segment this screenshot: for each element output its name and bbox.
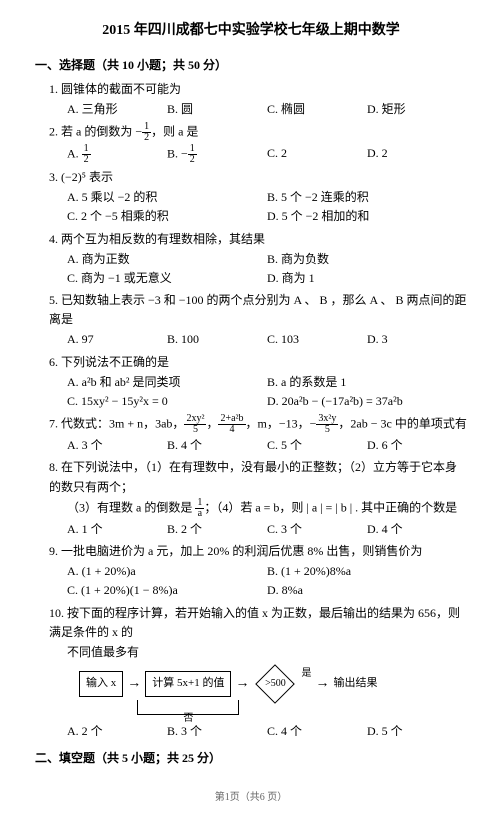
q2: 2. 若 a 的倒数为 −12，则 a 是 A. 12 B. −12 C. 2 … xyxy=(49,122,467,165)
q6-C: C. 15xy² − 15y²x = 0 xyxy=(67,392,267,411)
q8-C: C. 3 个 xyxy=(267,520,367,539)
q2-C: C. 2 xyxy=(267,144,367,165)
q2-B: B. −12 xyxy=(167,144,267,165)
flow-calc-box: 计算 5x+1 的值 xyxy=(145,671,231,697)
flow-output-label: 输出结果 xyxy=(333,675,377,693)
q10-D: D. 5 个 xyxy=(367,722,467,741)
q5-C: C. 103 xyxy=(267,330,367,349)
q10-C: C. 4 个 xyxy=(267,722,367,741)
q4: 4. 两个互为相反数的有理数相除，其结果 A. 商为正数 B. 商为负数 C. … xyxy=(49,230,467,289)
section1-header: 一、选择题（共 10 小题；共 50 分） xyxy=(35,56,467,75)
q4-B: B. 商为负数 xyxy=(267,250,467,269)
q5: 5. 已知数轴上表示 −3 和 −100 的两个点分别为 A 、 B ，那么 A… xyxy=(49,291,467,350)
section2-header: 二、填空题（共 5 小题；共 25 分） xyxy=(35,749,467,768)
q5-stem: 5. 已知数轴上表示 −3 和 −100 的两个点分别为 A 、 B ，那么 A… xyxy=(49,291,467,329)
q8-A: A. 1 个 xyxy=(67,520,167,539)
q9-B: B. (1 + 20%)8%a xyxy=(267,562,467,581)
q4-D: D. 商为 1 xyxy=(267,269,467,288)
q3-stem: 3. (−2)⁵ 表示 xyxy=(49,168,467,187)
q10-B: B. 3 个 xyxy=(167,722,267,741)
q3-D: D. 5 个 −2 相加的和 xyxy=(267,207,467,226)
q7-A: A. 3 个 xyxy=(67,436,167,455)
page-title: 2015 年四川成都七中实验学校七年级上期中数学 xyxy=(35,20,467,42)
q8-D: D. 4 个 xyxy=(367,520,467,539)
q10-stem: 10. 按下面的程序计算，若开始输入的值 x 为正数，最后输出的结果为 656，… xyxy=(49,604,467,642)
q1-D: D. 矩形 xyxy=(367,100,467,119)
q10: 10. 按下面的程序计算，若开始输入的值 x 为正数，最后输出的结果为 656，… xyxy=(49,604,467,742)
q9-stem: 9. 一批电脑进价为 a 元，加上 20% 的利润后优惠 8% 出售，则销售价为 xyxy=(49,542,467,561)
q8: 8. 在下列说法中，（1）在有理数中，没有最小的正整数；（2）立方等于它本身的数… xyxy=(49,458,467,539)
q9-D: D. 8%a xyxy=(267,581,467,600)
q3-A: A. 5 乘以 −2 的积 xyxy=(67,188,267,207)
flowchart: 输入 x → 计算 5x+1 的值 否 → >500 是 → 输出结果 xyxy=(79,668,467,700)
q7-D: D. 6 个 xyxy=(367,436,467,455)
q8-B: B. 2 个 xyxy=(167,520,267,539)
q2-A: A. 12 xyxy=(67,144,167,165)
flow-diamond: >500 xyxy=(253,668,297,700)
q2-stem: 2. 若 a 的倒数为 −12，则 a 是 xyxy=(49,122,467,143)
q5-B: B. 100 xyxy=(167,330,267,349)
q6-B: B. a 的系数是 1 xyxy=(267,373,467,392)
q8-stem: 8. 在下列说法中，（1）在有理数中，没有最小的正整数；（2）立方等于它本身的数… xyxy=(49,458,467,496)
q7-stem: 7. 代数式：3m + n，3ab，2xy²5，2+a²b4，m，−13，−3x… xyxy=(49,414,467,435)
arrow-icon: → xyxy=(127,673,141,695)
q1-stem: 1. 圆锥体的截面不可能为 xyxy=(49,80,467,99)
arrow-icon: → xyxy=(235,673,249,695)
q7-C: C. 5 个 xyxy=(267,436,367,455)
q3: 3. (−2)⁵ 表示 A. 5 乘以 −2 的积 B. 5 个 −2 连乘的积… xyxy=(49,168,467,227)
q6-D: D. 20a²b − (−17a²b) = 37a²b xyxy=(267,392,467,411)
arrow-icon: → xyxy=(315,673,329,695)
q4-A: A. 商为正数 xyxy=(67,250,267,269)
q9-A: A. (1 + 20%)a xyxy=(67,562,267,581)
flow-input-box: 输入 x xyxy=(79,671,123,697)
flow-yes-label: 是 xyxy=(301,666,311,682)
q6: 6. 下列说法不正确的是 A. a²b 和 ab² 是同类项 B. a 的系数是… xyxy=(49,353,467,412)
q5-D: D. 3 xyxy=(367,330,467,349)
q1: 1. 圆锥体的截面不可能为 A. 三角形 B. 圆 C. 椭圆 D. 矩形 xyxy=(49,80,467,119)
q6-A: A. a²b 和 ab² 是同类项 xyxy=(67,373,267,392)
flow-no-label: 否 xyxy=(183,711,193,727)
q9-C: C. (1 + 20%)(1 − 8%)a xyxy=(67,581,267,600)
q3-B: B. 5 个 −2 连乘的积 xyxy=(267,188,467,207)
page-footer: 第1页（共6 页） xyxy=(35,790,467,806)
q8-line2: （3）有理数 a 的倒数是 1a；（4）若 a = b，则 | a | = | … xyxy=(67,498,467,519)
q9: 9. 一批电脑进价为 a 元，加上 20% 的利润后优惠 8% 出售，则销售价为… xyxy=(49,542,467,601)
q7: 7. 代数式：3m + n，3ab，2xy²5，2+a²b4，m，−13，−3x… xyxy=(49,414,467,455)
q4-stem: 4. 两个互为相反数的有理数相除，其结果 xyxy=(49,230,467,249)
q1-A: A. 三角形 xyxy=(67,100,167,119)
q5-A: A. 97 xyxy=(67,330,167,349)
q1-C: C. 椭圆 xyxy=(267,100,367,119)
q6-stem: 6. 下列说法不正确的是 xyxy=(49,353,467,372)
q4-C: C. 商为 −1 或无意义 xyxy=(67,269,267,288)
q7-B: B. 4 个 xyxy=(167,436,267,455)
q3-C: C. 2 个 −5 相乘的积 xyxy=(67,207,267,226)
q10-line2: 不同值最多有 xyxy=(67,643,467,662)
q1-B: B. 圆 xyxy=(167,100,267,119)
q2-D: D. 2 xyxy=(367,144,467,165)
q10-A: A. 2 个 xyxy=(67,722,167,741)
